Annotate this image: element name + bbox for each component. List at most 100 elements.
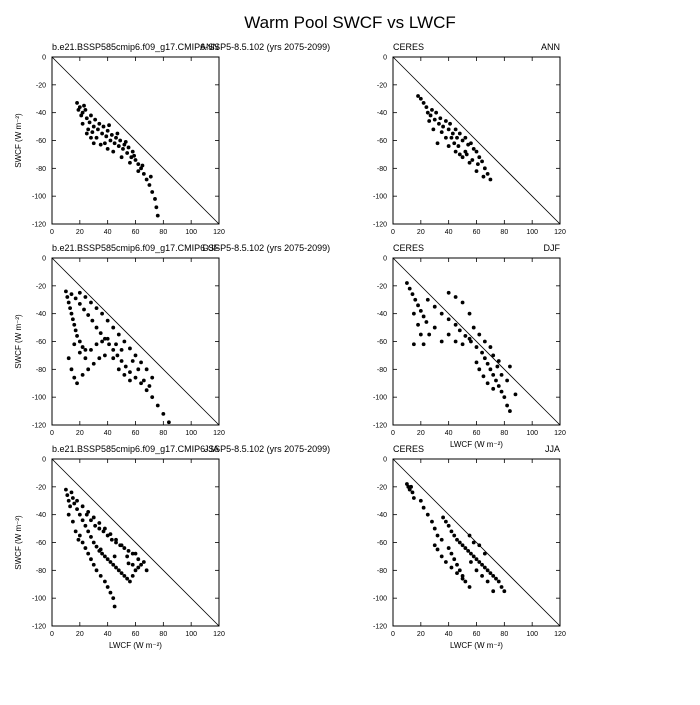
x-tick-label: 100: [185, 631, 197, 638]
y-tick-label: -40: [36, 110, 46, 117]
scatter-point: [105, 557, 110, 562]
x-tick-label: 80: [500, 430, 508, 437]
scatter-point: [480, 574, 484, 578]
scatter-point: [460, 300, 465, 305]
scatter-point: [477, 560, 482, 564]
scatter-point: [80, 504, 85, 509]
scatter-point: [70, 317, 75, 322]
scatter-point: [139, 381, 143, 386]
scatter-point: [108, 532, 113, 537]
scatter-point: [481, 174, 486, 179]
panel-left-label: b.e21.BSSP585cmip6.f09_g17.CMIP6-SSP5-8.…: [52, 42, 330, 52]
y-axis-label: SWCF (W m⁻²): [14, 113, 23, 168]
y-tick-label: -20: [377, 82, 387, 89]
scatter-point: [488, 177, 493, 182]
scatter-point: [502, 395, 507, 400]
scatter-point: [460, 574, 465, 578]
scatter-point: [449, 565, 454, 570]
scatter-point: [114, 565, 118, 570]
scatter-point: [102, 526, 107, 531]
scatter-point: [111, 596, 116, 601]
scatter-point: [79, 113, 84, 118]
scatter-point: [460, 138, 465, 143]
scatter-point: [111, 149, 116, 154]
scatter-point: [80, 121, 85, 126]
scatter-point: [66, 356, 71, 361]
scatter-point: [100, 339, 104, 344]
scatter-point: [418, 308, 423, 313]
scatter-point: [496, 384, 501, 388]
scatter-point: [460, 342, 465, 347]
scatter-point: [416, 322, 420, 327]
scatter-point: [109, 537, 114, 542]
x-tick-label: 20: [76, 229, 84, 236]
scatter-point: [119, 359, 124, 363]
scatter-point: [457, 131, 462, 136]
scatter-point: [91, 562, 96, 567]
scatter-point: [105, 318, 110, 323]
scatter-point: [130, 574, 135, 578]
y-tick-label: -40: [377, 512, 387, 519]
scatter-point: [136, 169, 141, 174]
scatter-point: [107, 342, 111, 347]
scatter-point: [116, 144, 121, 148]
scatter-point: [155, 213, 160, 218]
scatter-point: [480, 562, 484, 567]
scatter-point: [446, 546, 451, 550]
scatter-point: [467, 311, 472, 316]
scatter-point: [89, 557, 93, 562]
x-tick-label: 120: [554, 430, 566, 437]
scatter-point: [100, 131, 104, 136]
scatter-point: [66, 512, 71, 517]
scatter-point: [73, 296, 78, 301]
scatter-point: [94, 568, 99, 573]
scatter-point: [141, 378, 146, 383]
scatter-point: [140, 163, 145, 168]
scatter-point: [494, 576, 498, 581]
scatter-point: [136, 162, 141, 167]
scatter-point: [499, 585, 504, 589]
scatter-point: [150, 375, 155, 380]
y-tick-label: 0: [42, 457, 46, 464]
scatter-point: [136, 367, 141, 372]
scatter-point: [425, 110, 430, 115]
scatter-point: [70, 496, 75, 500]
scatter-point: [122, 339, 127, 344]
y-tick-label: 0: [383, 457, 387, 464]
scatter-point: [75, 507, 79, 511]
scatter-point: [97, 121, 102, 126]
scatter-point: [453, 295, 458, 299]
scatter-point: [72, 375, 77, 380]
scatter-point: [69, 367, 74, 372]
scatter-point: [485, 361, 490, 366]
scatter-point: [80, 518, 85, 523]
scatter-point: [96, 127, 100, 132]
scatter-point: [105, 128, 110, 133]
y-tick-label: -60: [377, 540, 387, 547]
x-tick-label: 0: [50, 229, 54, 236]
y-tick-label: -120: [373, 624, 387, 631]
scatter-point: [467, 336, 472, 341]
scatter-point: [128, 160, 132, 165]
scatter-point: [89, 347, 93, 352]
scatter-point: [485, 579, 490, 584]
y-tick-label: 0: [42, 256, 46, 263]
panel-season-label: JJA: [204, 444, 219, 454]
scatter-point: [446, 317, 451, 322]
scatter-point: [69, 490, 74, 495]
x-tick-label: 120: [213, 430, 225, 437]
x-tick-label: 80: [159, 430, 167, 437]
scatter-point: [121, 146, 125, 151]
scatter-point: [405, 281, 409, 285]
scatter-panel: 0 20 40 60 80 100 120 0 -20 -40 -60 -80 -100 -120 b.e2…: [14, 444, 330, 650]
scatter-point: [439, 554, 444, 559]
scatter-point: [139, 360, 143, 365]
scatter-point: [122, 373, 127, 377]
scatter-point: [410, 292, 415, 297]
y-tick-label: -60: [36, 540, 46, 547]
scatter-point: [102, 353, 107, 358]
scatter-point: [495, 364, 500, 369]
scatter-point: [147, 384, 152, 388]
scatter-point: [75, 498, 79, 503]
scatter-point: [441, 515, 445, 520]
